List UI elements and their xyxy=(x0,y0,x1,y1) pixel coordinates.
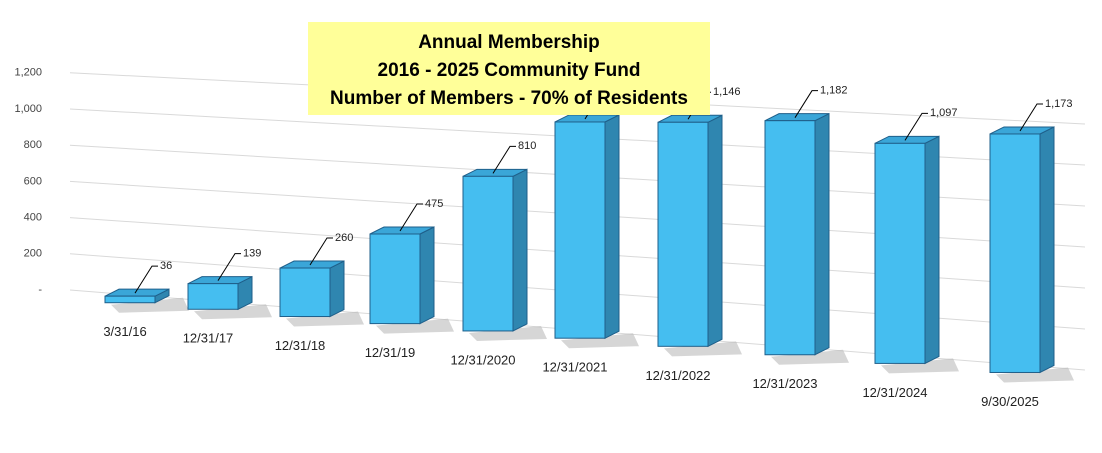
bar xyxy=(764,120,816,356)
bar-side xyxy=(924,135,940,365)
value-label: 139 xyxy=(243,248,261,260)
bar xyxy=(462,175,514,332)
x-tick-label: 12/31/19 xyxy=(365,345,416,360)
value-label: 1,097 xyxy=(930,107,958,119)
bar xyxy=(104,295,156,304)
bars: 36 3/31/16 139 12/31/17 260 12/31/18 475 12/31/… xyxy=(103,85,1074,409)
bar xyxy=(874,142,926,364)
bar-group: 36 3/31/16 xyxy=(103,260,189,339)
leader-line xyxy=(492,145,516,174)
title-box: Annual Membership 2016 - 2025 Community … xyxy=(308,22,710,115)
bar-shadow xyxy=(664,341,742,357)
y-tick-label: 400 xyxy=(24,212,42,224)
value-label: 475 xyxy=(425,198,443,210)
x-tick-label: 3/31/16 xyxy=(103,324,146,339)
leader-line xyxy=(309,237,333,266)
bar-shadow xyxy=(561,333,639,349)
x-tick-label: 9/30/2025 xyxy=(981,394,1039,409)
chart-subtitle: 2016 - 2025 Community Fund xyxy=(378,60,641,81)
bar-group: 1,12012/31/2021 xyxy=(542,86,639,375)
x-tick-label: 12/31/2023 xyxy=(752,376,817,391)
bar-group: 1,146 12/31/2022 xyxy=(645,86,742,383)
x-tick-label: 12/31/2020 xyxy=(450,352,515,367)
x-tick-label: 12/31/2022 xyxy=(645,368,710,383)
x-tick-label: 12/31/18 xyxy=(275,338,326,353)
bar-group: 810 12/31/2020 xyxy=(450,140,547,367)
bar-side xyxy=(329,260,345,318)
bar-side xyxy=(707,114,723,348)
x-tick-label: 12/31/2024 xyxy=(862,385,927,400)
bar-group: 475 12/31/19 xyxy=(365,198,454,360)
x-tick-label: 12/31/17 xyxy=(183,331,234,346)
y-tick-label: 1,000 xyxy=(14,103,42,115)
value-label: 1,182 xyxy=(820,85,848,97)
leader-line xyxy=(399,203,423,232)
bar-side xyxy=(419,226,435,325)
leader-line xyxy=(217,253,241,281)
bar-side xyxy=(512,168,528,332)
bar xyxy=(369,233,421,325)
bar-shadow xyxy=(881,358,959,374)
y-tick-label: 800 xyxy=(24,139,42,151)
leader-line xyxy=(794,90,818,118)
bar-side xyxy=(604,114,620,340)
value-label: 36 xyxy=(160,260,172,272)
bar-group: 1,173 9/30/2025 xyxy=(981,98,1074,409)
leader-line xyxy=(134,265,158,294)
y-tick-label: 600 xyxy=(24,175,42,187)
bar-side xyxy=(1039,126,1055,374)
bar-shadow xyxy=(996,367,1074,383)
value-label: 260 xyxy=(335,232,353,244)
bar-shadow xyxy=(376,318,454,334)
y-tick-label: 1,200 xyxy=(14,67,42,79)
value-label: 1,173 xyxy=(1045,98,1073,110)
y-tick-label: 200 xyxy=(24,248,42,260)
title-background xyxy=(308,22,710,115)
value-label: 1,146 xyxy=(713,86,741,98)
value-label: 810 xyxy=(518,140,536,152)
bar xyxy=(187,283,239,310)
bar-shadow xyxy=(771,349,849,365)
bar-side xyxy=(814,112,830,356)
chart-subtitle: Number of Members - 70% of Residents xyxy=(330,88,688,109)
bar xyxy=(989,133,1041,373)
bar-shadow xyxy=(286,311,364,327)
bar-group: 260 12/31/18 xyxy=(275,232,364,353)
leader-line xyxy=(1019,103,1043,132)
bar xyxy=(657,121,709,347)
bar-group: 1,182 12/31/2023 xyxy=(752,85,849,391)
bar xyxy=(554,121,606,339)
bar xyxy=(279,267,331,318)
bar-shadow xyxy=(469,325,547,341)
x-tick-label: 12/31/2021 xyxy=(542,360,607,375)
bar-shadow xyxy=(194,304,272,320)
bar-group: 139 12/31/17 xyxy=(183,248,272,346)
bar-shadow xyxy=(111,297,189,313)
chart-title: Annual Membership xyxy=(418,32,600,53)
bar-group: 1,097 12/31/2024 xyxy=(862,107,959,400)
y-tick-label: - xyxy=(38,284,42,296)
leader-line xyxy=(904,112,928,141)
